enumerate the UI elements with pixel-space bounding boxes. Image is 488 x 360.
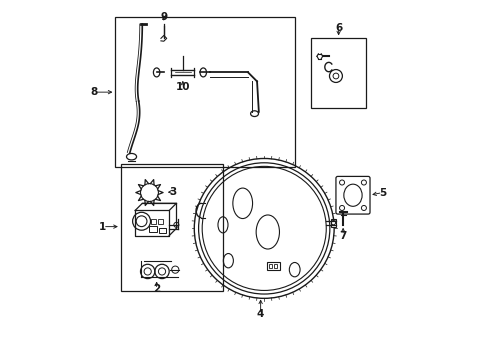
Text: 7: 7 <box>339 231 346 240</box>
Bar <box>121 164 223 291</box>
Text: 3: 3 <box>169 187 176 197</box>
Text: 4: 4 <box>256 310 264 319</box>
Bar <box>115 17 294 167</box>
Bar <box>330 219 335 226</box>
Text: 8: 8 <box>90 87 97 97</box>
Bar <box>266 262 279 270</box>
Text: 2: 2 <box>153 284 160 294</box>
Bar <box>268 264 272 268</box>
Bar <box>150 220 156 224</box>
Bar <box>310 39 366 108</box>
Text: 5: 5 <box>378 188 386 198</box>
Bar <box>158 220 163 224</box>
Bar <box>149 226 157 232</box>
Bar <box>273 264 277 268</box>
Text: 10: 10 <box>175 82 190 93</box>
Text: 1: 1 <box>99 222 106 231</box>
Text: 6: 6 <box>334 23 342 33</box>
Bar <box>159 228 166 233</box>
Text: 9: 9 <box>160 12 167 22</box>
